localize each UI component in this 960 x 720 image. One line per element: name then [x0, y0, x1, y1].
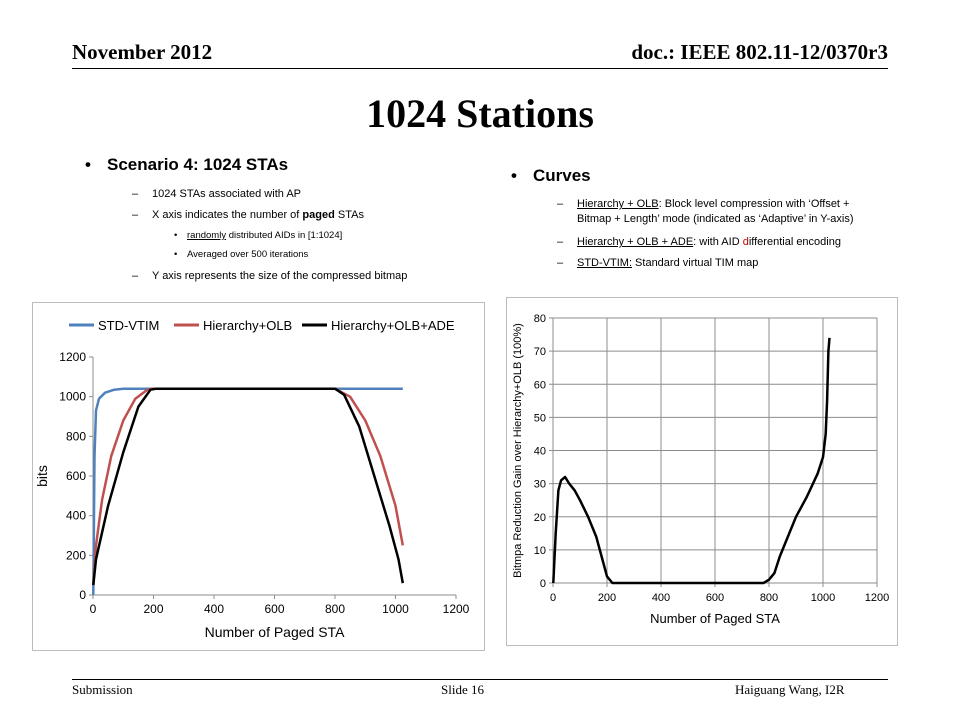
right-item-1-rest: : Block level compression with ‘Offset +	[658, 198, 850, 210]
left-item-3-text: Y axis represents the size of the compre…	[152, 270, 408, 282]
y-tick-label: 60	[534, 379, 546, 391]
y-tick-label: 0	[79, 588, 86, 602]
y-tick-label: 1000	[59, 390, 86, 404]
right-item-2-underlined: Hierarchy + OLB + ADE	[577, 236, 694, 248]
right-item-3: – STD-VTIM: Standard virtual TIM map	[557, 256, 759, 271]
left-sub-2: • Averaged over 500 iterations	[174, 249, 309, 260]
x-tick-label: 600	[706, 592, 724, 604]
right-item-3-underlined: STD-VTIM:	[577, 257, 632, 269]
x-tick-label: 200	[143, 602, 163, 616]
y-tick-label: 70	[534, 346, 546, 358]
x-tick-label: 800	[760, 592, 778, 604]
y-tick-label: 80	[534, 313, 546, 325]
x-tick-label: 400	[204, 602, 224, 616]
x-tick-label: 1200	[865, 592, 889, 604]
dash-marker: –	[132, 188, 139, 200]
x-tick-label: 600	[264, 602, 284, 616]
left-sub-1-rest: distributed AIDs in [1:1024]	[226, 230, 343, 241]
left-sub-1-underlined: randomly	[187, 230, 227, 241]
dash-marker: –	[557, 257, 564, 269]
legend-label-2: Hierarchy+OLB	[203, 318, 292, 333]
series-line-1	[552, 337, 831, 585]
footer-submission: Submission	[72, 682, 133, 697]
x-axis-label: Number of Paged STA	[650, 611, 780, 626]
right-item-1-rest2: Bitmap + Length’ mode (indicated as ‘Ada…	[577, 213, 854, 225]
x-tick-label: 200	[598, 592, 616, 604]
dash-marker: –	[557, 236, 564, 248]
y-tick-label: 30	[534, 479, 546, 491]
bits-chart: 0 200 400 600 800 1000 1200 0 200 400 600 800 1000 12…	[34, 318, 470, 640]
right-item-3-rest: Standard virtual TIM map	[632, 257, 759, 269]
footer-rule	[72, 679, 888, 680]
left-heading-text: Scenario 4: 1024 STAs	[107, 155, 289, 174]
footer-author: Haiguang Wang, I2R	[735, 682, 845, 697]
x-tick-label: 1200	[443, 602, 470, 616]
bullet-dot: •	[511, 166, 517, 185]
left-sub-1: • randomly distributed AIDs in [1:1024]	[174, 230, 343, 241]
slide-title: 1024 Stations	[366, 91, 594, 136]
left-item-2-bold: paged	[302, 209, 335, 221]
bullet-dot: •	[85, 155, 91, 174]
legend-label-3: Hierarchy+OLB+ADE	[331, 318, 455, 333]
left-sub-2-text: Averaged over 500 iterations	[187, 249, 309, 260]
y-tick-label: 600	[66, 469, 86, 483]
x-tick-label: 400	[652, 592, 670, 604]
right-item-1: – Hierarchy + OLB: Block level compressi…	[557, 197, 922, 227]
left-item-2-pre: X axis indicates the number of	[152, 209, 303, 221]
y-tick-label: 20	[534, 512, 546, 524]
series-line-3	[92, 387, 405, 586]
x-axis-label: Number of Paged STA	[205, 624, 345, 640]
y-axis-label: bits	[34, 465, 50, 487]
y-tick-label: 40	[534, 446, 546, 458]
legend-label-1: STD-VTIM	[98, 318, 159, 333]
y-tick-label: 1200	[59, 350, 86, 364]
y-tick-label: 400	[66, 509, 86, 523]
header-date: November 2012	[72, 40, 213, 64]
dash-marker: –	[132, 270, 139, 282]
left-item-3: – Y axis represents the size of the comp…	[132, 269, 408, 284]
right-item-2-rest-a: : with AID	[693, 236, 743, 248]
right-item-2: – Hierarchy + OLB + ADE: with AID differ…	[557, 235, 841, 250]
right-item-2-rest-red: d	[742, 236, 749, 248]
x-tick-label: 0	[90, 602, 97, 616]
right-item-1-underlined: Hierarchy + OLB	[577, 198, 659, 210]
header-doc-id: doc.: IEEE 802.11-12/0370r3	[631, 40, 888, 64]
x-tick-label: 1000	[811, 592, 835, 604]
left-item-1: – 1024 STAs associated with AP	[132, 187, 301, 202]
right-item-2-rest-b: ifferential encoding	[748, 236, 841, 248]
y-axis-label: Bitmpa Reduction Gain over Hierarchy+OLB…	[512, 323, 524, 578]
x-tick-label: 0	[550, 592, 556, 604]
dash-marker: –	[132, 209, 139, 221]
header-rule	[72, 68, 888, 69]
bits-chart-frame: 0 200 400 600 800 1000 1200 0 200 400 600 800 1000 12…	[32, 302, 485, 651]
bullet-dot: •	[174, 249, 178, 260]
bullet-dot: •	[174, 230, 178, 241]
right-heading: • Curves	[511, 166, 591, 186]
y-tick-label: 0	[540, 578, 546, 590]
left-item-1-text: 1024 STAs associated with AP	[152, 188, 301, 200]
left-item-2: – X axis indicates the number of paged S…	[132, 208, 364, 223]
x-tick-label: 800	[325, 602, 345, 616]
gain-chart: 0 200 400 600 800 1000 1200 0 10 20 30 40 50 60 70 80 Nu…	[512, 313, 889, 626]
left-heading: • Scenario 4: 1024 STAs	[85, 155, 289, 175]
y-tick-label: 10	[534, 545, 546, 557]
y-tick-label: 200	[66, 548, 86, 562]
right-heading-text: Curves	[533, 166, 591, 185]
y-tick-label: 800	[66, 429, 86, 443]
footer-slide-number: Slide 16	[441, 682, 484, 697]
x-tick-label: 1000	[382, 602, 409, 616]
y-tick-label: 50	[534, 412, 546, 424]
dash-marker: –	[557, 198, 564, 210]
left-item-2-post: STAs	[334, 209, 364, 221]
gain-chart-frame: 0 200 400 600 800 1000 1200 0 10 20 30 40 50 60 70 80 Nu…	[506, 297, 898, 646]
